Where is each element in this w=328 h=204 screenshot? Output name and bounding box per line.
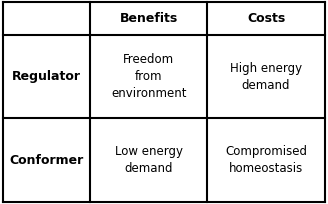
Text: Costs: Costs xyxy=(247,12,285,25)
Text: Regulator: Regulator xyxy=(12,70,81,83)
Text: Low energy
demand: Low energy demand xyxy=(115,145,183,175)
Text: Freedom
from
environment: Freedom from environment xyxy=(111,53,187,100)
Text: Compromised
homeostasis: Compromised homeostasis xyxy=(225,145,307,175)
Text: Conformer: Conformer xyxy=(10,154,84,167)
Text: Benefits: Benefits xyxy=(120,12,178,25)
Text: High energy
demand: High energy demand xyxy=(230,62,302,92)
